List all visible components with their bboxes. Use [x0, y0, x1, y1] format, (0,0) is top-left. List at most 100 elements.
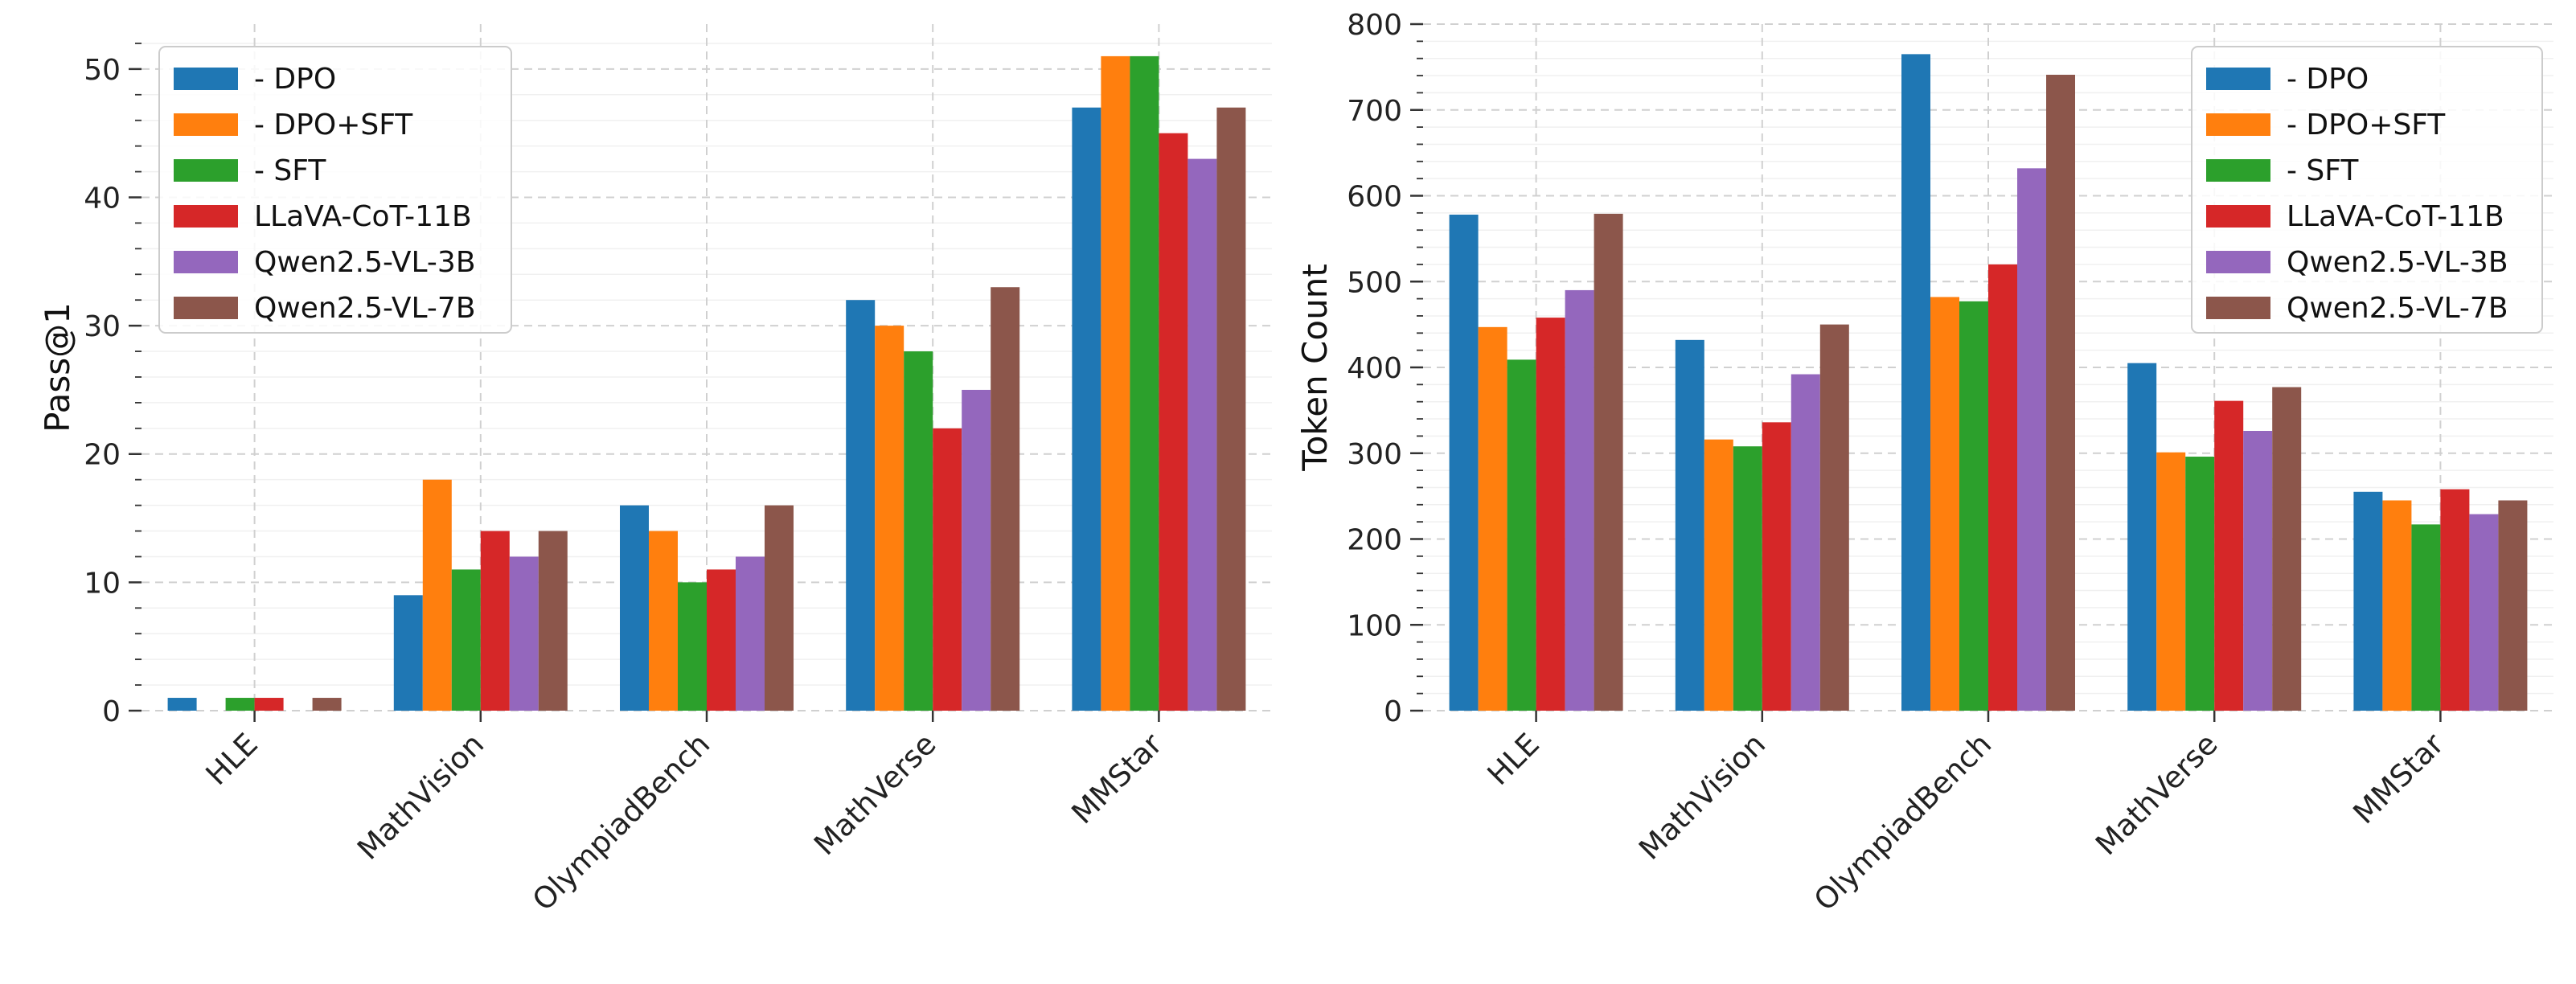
bar-hle-series-5	[312, 698, 342, 711]
bar-mathverse-series-0	[846, 300, 876, 711]
bar-mathvision-series-4	[509, 556, 539, 711]
bar-mmstar-series-5	[2498, 500, 2528, 711]
bar-mmstar-series-5	[1216, 107, 1246, 711]
bar-mathverse-series-3	[933, 428, 962, 711]
bar-hle-series-3	[1536, 318, 1565, 711]
bar-mmstar-series-0	[2353, 491, 2383, 711]
bar-mathverse-series-1	[875, 326, 904, 711]
bar-hle-series-2	[225, 698, 255, 711]
bar-olympiadbench-series-4	[736, 556, 765, 711]
legend-label-1: - DPO+SFT	[2287, 109, 2446, 141]
legend-label-2: - SFT	[2287, 154, 2359, 187]
bar-olympiadbench-series-1	[649, 531, 678, 711]
y-tick-label: 20	[84, 439, 121, 472]
legend-swatch-1	[174, 113, 238, 136]
bar-mmstar-series-4	[1188, 158, 1217, 711]
bar-olympiadbench-series-5	[2046, 74, 2075, 711]
bar-mathverse-series-5	[991, 287, 1020, 711]
bar-hle-series-4	[1565, 289, 1594, 711]
bar-mmstar-series-3	[2440, 489, 2470, 711]
bar-olympiadbench-series-0	[1901, 54, 1930, 711]
legend-swatch-3	[174, 205, 238, 228]
bar-hle-series-3	[254, 698, 284, 711]
y-tick-label: 800	[1347, 9, 1402, 42]
legend-label-0: - DPO	[2287, 63, 2369, 96]
y-tick-label: 700	[1347, 95, 1402, 128]
legend-label-5: Qwen2.5-VL-7B	[254, 292, 476, 325]
bar-mathvision-series-5	[538, 531, 568, 711]
bar-hle-series-0	[167, 698, 197, 711]
bar-mmstar-series-1	[1101, 55, 1130, 711]
legend-swatch-4	[2206, 251, 2270, 273]
legend-swatch-5	[174, 297, 238, 319]
bar-mmstar-series-0	[1072, 107, 1101, 711]
y-tick-label: 50	[84, 54, 121, 87]
bar-mathverse-series-1	[2156, 452, 2186, 711]
y-tick-label: 0	[102, 695, 121, 728]
y-tick-label: 200	[1347, 524, 1402, 557]
legend-frame	[158, 46, 512, 334]
bar-olympiadbench-series-5	[765, 505, 794, 711]
legend-label-0: - DPO	[254, 63, 336, 96]
bar-mathverse-series-4	[962, 389, 991, 711]
legend-label-4: Qwen2.5-VL-3B	[2287, 246, 2508, 279]
y-tick-label: 100	[1347, 609, 1402, 642]
legend-swatch-0	[2206, 68, 2270, 90]
bar-olympiadbench-series-1	[1930, 297, 1959, 711]
bar-olympiadbench-series-2	[678, 582, 707, 711]
legend-swatch-0	[174, 68, 238, 90]
legend-label-4: Qwen2.5-VL-3B	[254, 246, 476, 279]
legend-label-2: - SFT	[254, 154, 326, 187]
bar-mathvision-series-4	[1790, 374, 1820, 711]
bar-mathverse-series-2	[2185, 457, 2215, 711]
y-tick-label: 300	[1347, 438, 1402, 471]
y-tick-label: 30	[84, 310, 121, 343]
legend: - DPO - DPO+SFT - SFT LLaVA-CoT-11B Qwen2.5-…	[158, 46, 512, 334]
bar-mathvision-series-3	[480, 531, 510, 711]
bar-mmstar-series-1	[2382, 500, 2412, 711]
bar-hle-series-5	[1594, 213, 1623, 711]
bar-hle-series-1	[1478, 326, 1507, 711]
bar-olympiadbench-series-3	[707, 569, 736, 711]
bar-hle-series-2	[1507, 359, 1536, 711]
bar-mathvision-series-1	[422, 479, 452, 711]
bar-mathvision-series-2	[451, 569, 481, 711]
bar-olympiadbench-series-0	[620, 505, 649, 711]
bar-mmstar-series-4	[2469, 514, 2499, 711]
legend-label-3: LLaVA-CoT-11B	[2287, 200, 2504, 233]
bar-hle-series-0	[1449, 214, 1479, 711]
y-tick-label: 600	[1347, 181, 1402, 214]
legend-swatch-5	[2206, 297, 2270, 319]
bar-mathverse-series-0	[2127, 363, 2157, 711]
legend-swatch-2	[174, 159, 238, 182]
bar-mathverse-series-3	[2214, 400, 2244, 711]
legend-swatch-1	[2206, 113, 2270, 136]
bar-mathverse-series-4	[2243, 430, 2273, 711]
bar-olympiadbench-series-3	[1988, 264, 2017, 711]
y-axis-label: Token Count	[1295, 264, 1335, 472]
bar-mathvision-series-5	[1819, 324, 1849, 711]
y-axis-label: Pass@1	[38, 302, 77, 433]
bar-mathvision-series-0	[1675, 339, 1704, 711]
bar-mathvision-series-3	[1762, 422, 1791, 711]
legend-frame	[2191, 46, 2543, 334]
bar-mathvision-series-1	[1704, 439, 1733, 711]
bar-olympiadbench-series-4	[2017, 168, 2046, 711]
bar-olympiadbench-series-2	[1959, 301, 1988, 711]
legend-label-5: Qwen2.5-VL-7B	[2287, 292, 2508, 325]
bar-mmstar-series-2	[2411, 524, 2441, 711]
bar-mathvision-series-2	[1733, 446, 1762, 711]
bar-mathverse-series-2	[904, 351, 933, 711]
legend-label-1: - DPO+SFT	[254, 109, 413, 141]
bar-mmstar-series-2	[1130, 55, 1159, 711]
y-tick-label: 40	[84, 182, 121, 215]
legend: - DPO - DPO+SFT - SFT LLaVA-CoT-11B Qwen2.5-…	[2191, 46, 2543, 334]
legend-label-3: LLaVA-CoT-11B	[254, 200, 472, 233]
y-tick-label: 0	[1384, 695, 1402, 728]
y-tick-label: 10	[84, 567, 121, 600]
legend-swatch-2	[2206, 159, 2270, 182]
y-tick-label: 500	[1347, 266, 1402, 299]
bar-mathvision-series-0	[393, 595, 423, 711]
y-tick-label: 400	[1347, 352, 1402, 385]
